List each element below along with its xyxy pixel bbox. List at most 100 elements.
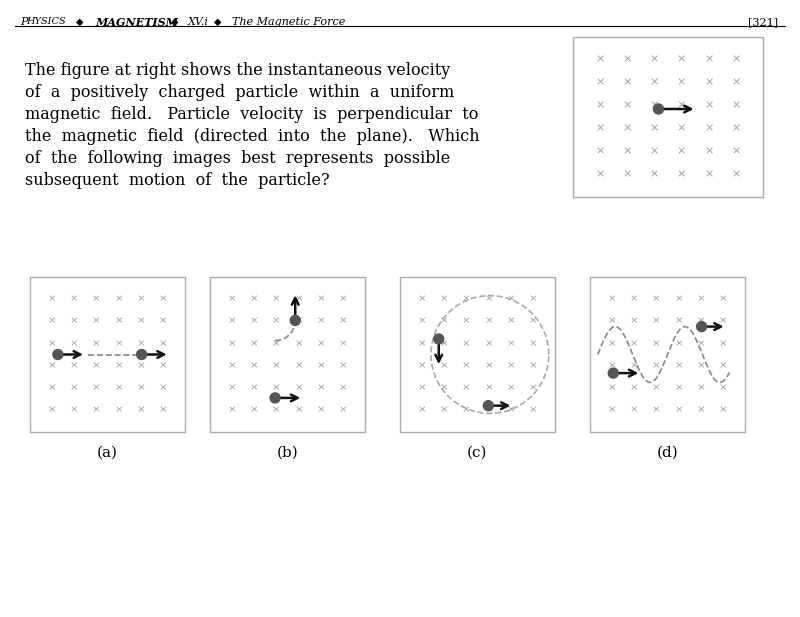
- Text: ×: ×: [630, 361, 638, 370]
- Text: ×: ×: [704, 55, 714, 65]
- Text: ×: ×: [440, 317, 449, 326]
- Text: ×: ×: [677, 78, 686, 88]
- Text: ×: ×: [228, 317, 237, 326]
- Text: ×: ×: [272, 383, 281, 392]
- Text: ×: ×: [338, 361, 347, 370]
- Text: ×: ×: [529, 295, 538, 304]
- Text: ×: ×: [608, 295, 617, 304]
- Text: ×: ×: [136, 405, 145, 415]
- Text: ×: ×: [114, 339, 123, 348]
- Text: ×: ×: [529, 339, 538, 348]
- Text: ×: ×: [674, 361, 683, 370]
- Text: ×: ×: [92, 405, 101, 415]
- Text: ×: ×: [250, 405, 258, 415]
- Text: ×: ×: [114, 317, 123, 326]
- Text: ×: ×: [462, 295, 471, 304]
- Text: ×: ×: [92, 339, 101, 348]
- Text: ×: ×: [250, 339, 258, 348]
- Text: ×: ×: [440, 295, 449, 304]
- Text: ×: ×: [731, 169, 741, 179]
- Text: (a): (a): [97, 446, 118, 460]
- Text: ×: ×: [338, 295, 347, 304]
- Text: ×: ×: [48, 383, 57, 392]
- Text: ×: ×: [70, 295, 78, 304]
- Text: ×: ×: [228, 405, 237, 415]
- Text: ×: ×: [696, 405, 705, 415]
- Text: ×: ×: [294, 339, 303, 348]
- Text: ×: ×: [70, 317, 78, 326]
- Text: ×: ×: [704, 123, 714, 133]
- Text: ×: ×: [48, 405, 57, 415]
- Text: ×: ×: [484, 361, 493, 370]
- Text: ×: ×: [506, 295, 515, 304]
- Text: ×: ×: [440, 383, 449, 392]
- FancyBboxPatch shape: [210, 277, 365, 432]
- Text: ×: ×: [718, 317, 727, 326]
- Text: ×: ×: [272, 361, 281, 370]
- Text: ×: ×: [418, 317, 426, 326]
- Text: ×: ×: [70, 361, 78, 370]
- Text: ×: ×: [158, 405, 167, 415]
- Text: ×: ×: [294, 317, 303, 326]
- Text: P: P: [20, 17, 27, 27]
- Text: ×: ×: [158, 383, 167, 392]
- Text: ×: ×: [731, 123, 741, 133]
- Text: ×: ×: [92, 295, 101, 304]
- Text: [321]: [321]: [748, 17, 778, 27]
- Text: ×: ×: [92, 361, 101, 370]
- Text: ×: ×: [696, 317, 705, 326]
- Text: ×: ×: [440, 339, 449, 348]
- Text: ×: ×: [158, 339, 167, 348]
- FancyBboxPatch shape: [573, 37, 763, 197]
- Text: ×: ×: [529, 317, 538, 326]
- Circle shape: [654, 104, 663, 114]
- Text: The Magnetic Force: The Magnetic Force: [232, 17, 346, 27]
- Text: ×: ×: [462, 339, 471, 348]
- Text: ×: ×: [70, 383, 78, 392]
- Text: ◆: ◆: [76, 17, 84, 27]
- Text: ×: ×: [652, 361, 661, 370]
- Text: (d): (d): [657, 446, 678, 460]
- Text: ×: ×: [718, 361, 727, 370]
- Circle shape: [270, 393, 280, 403]
- Text: ×: ×: [92, 383, 101, 392]
- Text: ×: ×: [506, 405, 515, 415]
- Text: ×: ×: [650, 146, 659, 156]
- Text: ×: ×: [250, 317, 258, 326]
- Text: ×: ×: [316, 383, 325, 392]
- Text: HYSICS: HYSICS: [26, 17, 66, 26]
- Circle shape: [608, 368, 618, 378]
- Text: The figure at right shows the instantaneous velocity: The figure at right shows the instantane…: [25, 62, 450, 79]
- Text: ◆: ◆: [214, 17, 222, 27]
- Text: ×: ×: [506, 361, 515, 370]
- Text: ×: ×: [652, 295, 661, 304]
- Text: of  a  positively  charged  particle  within  a  uniform: of a positively charged particle within …: [25, 84, 454, 101]
- Text: ×: ×: [114, 295, 123, 304]
- Text: ×: ×: [704, 146, 714, 156]
- Text: ×: ×: [506, 317, 515, 326]
- Text: ×: ×: [294, 295, 303, 304]
- Text: ×: ×: [622, 169, 632, 179]
- Text: ×: ×: [652, 383, 661, 392]
- Text: ×: ×: [70, 339, 78, 348]
- FancyBboxPatch shape: [590, 277, 745, 432]
- Text: ×: ×: [272, 405, 281, 415]
- Text: ×: ×: [440, 361, 449, 370]
- Text: ×: ×: [136, 383, 145, 392]
- Text: ×: ×: [677, 55, 686, 65]
- Text: ×: ×: [622, 123, 632, 133]
- Text: ×: ×: [595, 146, 605, 156]
- Text: ×: ×: [506, 383, 515, 392]
- Text: ×: ×: [70, 405, 78, 415]
- Text: ×: ×: [622, 146, 632, 156]
- Text: ×: ×: [484, 317, 493, 326]
- Text: ×: ×: [316, 405, 325, 415]
- Text: ×: ×: [630, 317, 638, 326]
- Text: ×: ×: [608, 405, 617, 415]
- Circle shape: [137, 349, 146, 360]
- Text: ×: ×: [92, 317, 101, 326]
- Text: ×: ×: [136, 339, 145, 348]
- Text: ×: ×: [440, 405, 449, 415]
- Text: ×: ×: [418, 339, 426, 348]
- Text: ×: ×: [595, 101, 605, 110]
